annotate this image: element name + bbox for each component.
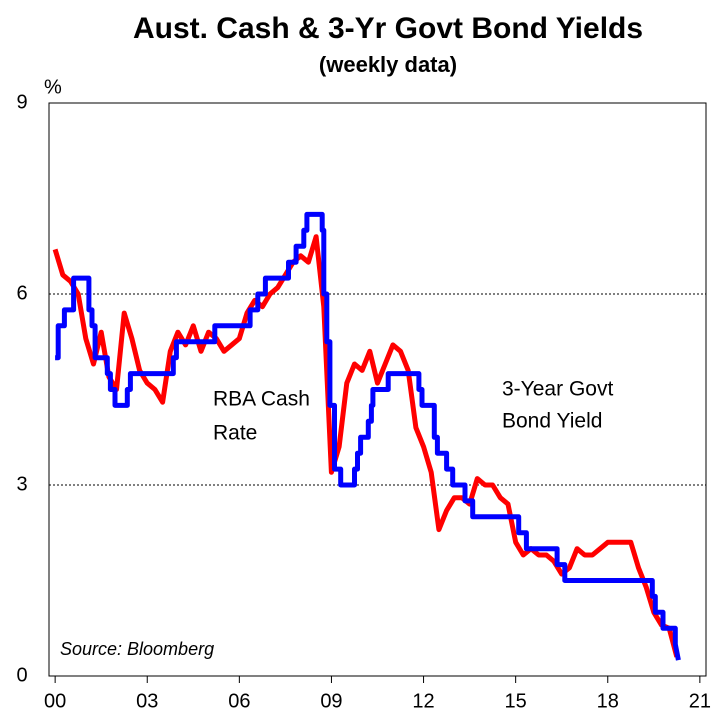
- x-tick-label: 18: [597, 690, 619, 712]
- series-line: [52, 234, 680, 658]
- series-label: RBA Cash: [213, 388, 310, 411]
- chart-subtitle: (weekly data): [319, 52, 457, 77]
- y-unit: %: [44, 76, 62, 98]
- x-tick-label: 15: [505, 690, 527, 712]
- series-label: 3-Year Govt: [502, 378, 613, 401]
- series-line: [55, 211, 681, 661]
- y-tick-label: 3: [16, 473, 27, 495]
- y-tick-label: 6: [16, 282, 27, 304]
- plot-frame: [48, 102, 707, 677]
- y-tick-label: 0: [16, 664, 27, 686]
- series-label: Bond Yield: [502, 410, 602, 433]
- series-label: Rate: [213, 422, 257, 445]
- x-tick-label: 12: [412, 690, 434, 712]
- x-tick-label: 06: [228, 690, 250, 712]
- x-tick-label: 09: [320, 690, 342, 712]
- x-tick-label: 03: [136, 690, 158, 712]
- y-tick-label: 9: [16, 91, 27, 113]
- x-tick-label: 00: [44, 690, 66, 712]
- x-tick-label: 21: [689, 690, 711, 712]
- source-note: Source: Bloomberg: [60, 639, 214, 659]
- chart-title: Aust. Cash & 3-Yr Govt Bond Yields: [133, 12, 643, 45]
